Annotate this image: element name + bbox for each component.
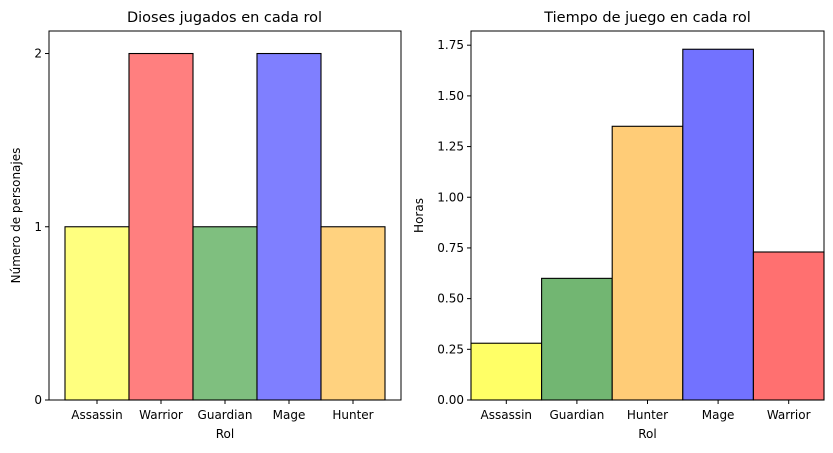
y-tick-label: 1.75 [437, 38, 464, 52]
y-tick-label: 0.00 [437, 393, 464, 407]
bar-assassin [470, 342, 543, 401]
x-tick-label: Warrior [139, 408, 183, 422]
y-tick-label: 0 [34, 393, 42, 407]
bar-hunter [611, 125, 684, 401]
y-tick-label: 1 [34, 220, 42, 234]
x-axis-ticks: Assassin Warrior Guardian Mage Hunter [71, 400, 374, 422]
x-tick-label: Guardian [549, 408, 604, 422]
x-tick-label: Assassin [481, 408, 533, 422]
y-axis-label: Horas [412, 198, 426, 233]
x-axis-label: Rol [216, 427, 234, 441]
x-tick-label: Hunter [332, 408, 373, 422]
chart-roles-count: Dioses jugados en cada rol 0 1 2 Assassin W… [9, 10, 402, 441]
y-tick-label: 0.75 [437, 241, 464, 255]
y-tick-label: 1.25 [437, 140, 464, 154]
bar-mage [256, 52, 322, 401]
y-tick-label: 0.25 [437, 342, 464, 356]
bars-group [64, 52, 386, 401]
bars-group [470, 48, 825, 401]
x-tick-label: Mage [702, 408, 735, 422]
chart-title: Dioses jugados en cada rol [127, 10, 322, 26]
bar-guardian [192, 226, 258, 401]
chart-playtime: Tiempo de juego en cada rol 0.00 0.25 0.50… [412, 10, 825, 441]
x-axis-label: Rol [638, 427, 656, 441]
y-tick-label: 0.50 [437, 292, 464, 306]
y-tick-label: 2 [34, 47, 42, 61]
y-tick-label: 1.00 [437, 190, 464, 204]
bar-assassin [64, 226, 130, 401]
y-axis-ticks: 0.00 0.25 0.50 0.75 1.00 1.25 1.50 1.75 [437, 38, 471, 407]
x-tick-label: Hunter [627, 408, 668, 422]
x-axis-ticks: Assassin Guardian Hunter Mage Warrior [481, 400, 811, 422]
y-axis-ticks: 0 1 2 [34, 47, 49, 407]
y-tick-label: 1.50 [437, 89, 464, 103]
y-axis-label: Número de personajes [9, 148, 23, 284]
x-tick-label: Warrior [767, 408, 811, 422]
x-tick-label: Assassin [71, 408, 123, 422]
x-tick-label: Guardian [198, 408, 253, 422]
bar-mage [682, 48, 754, 401]
bar-hunter [320, 226, 386, 401]
x-tick-label: Mage [273, 408, 306, 422]
chart-title: Tiempo de juego en cada rol [543, 10, 751, 26]
bar-guardian [541, 277, 613, 401]
bar-warrior [752, 251, 825, 401]
bar-warrior [128, 52, 194, 401]
